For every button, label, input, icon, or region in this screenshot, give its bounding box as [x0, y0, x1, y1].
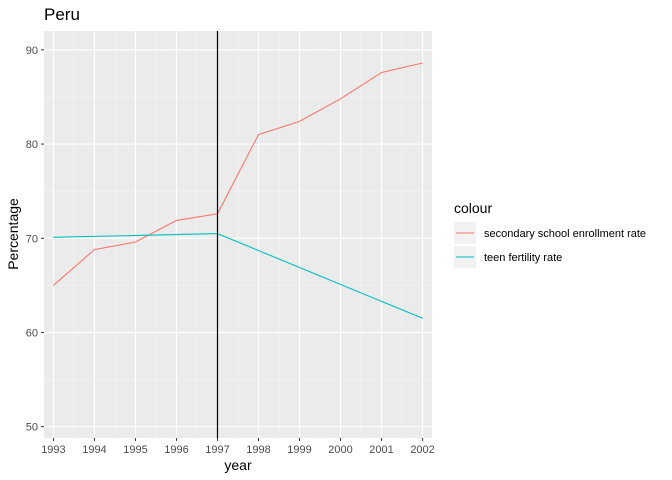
legend-label: teen fertility rate	[484, 252, 562, 264]
y-tick-label: 90	[26, 45, 38, 57]
x-tick-label: 1998	[246, 444, 270, 456]
x-tick-label: 1995	[123, 444, 147, 456]
legend-items: secondary school enrollment rate teen fer…	[454, 222, 646, 268]
x-tick-label: 1999	[287, 444, 311, 456]
y-axis-title: Percentage	[5, 198, 21, 270]
x-tick-label: 2001	[369, 444, 393, 456]
minor-gridlines	[44, 31, 432, 438]
legend-label: secondary school enrollment rate	[484, 228, 646, 240]
x-tick-label: 1994	[82, 444, 106, 456]
y-tick-label: 80	[26, 139, 38, 151]
x-axis: 1993 1994 1995 1996 1997 1998 1999 2000 2001 2002	[41, 438, 435, 456]
y-tick-label: 60	[26, 327, 38, 339]
y-tick-label: 50	[26, 422, 38, 434]
x-tick-label: 2002	[410, 444, 434, 456]
x-tick-label: 2000	[328, 444, 352, 456]
x-axis-title: year	[224, 457, 252, 473]
x-tick-label: 1996	[164, 444, 188, 456]
series-line-1	[53, 62, 423, 286]
x-tick-label: 1997	[205, 444, 229, 456]
chart-title: Peru	[44, 5, 80, 24]
y-axis: 50 60 70 80 90	[26, 45, 44, 434]
x-tick-label: 1993	[41, 444, 65, 456]
y-tick-label: 70	[26, 233, 38, 245]
legend: colour secondary school enrollment rate t…	[454, 200, 646, 268]
legend-title: colour	[454, 200, 492, 216]
